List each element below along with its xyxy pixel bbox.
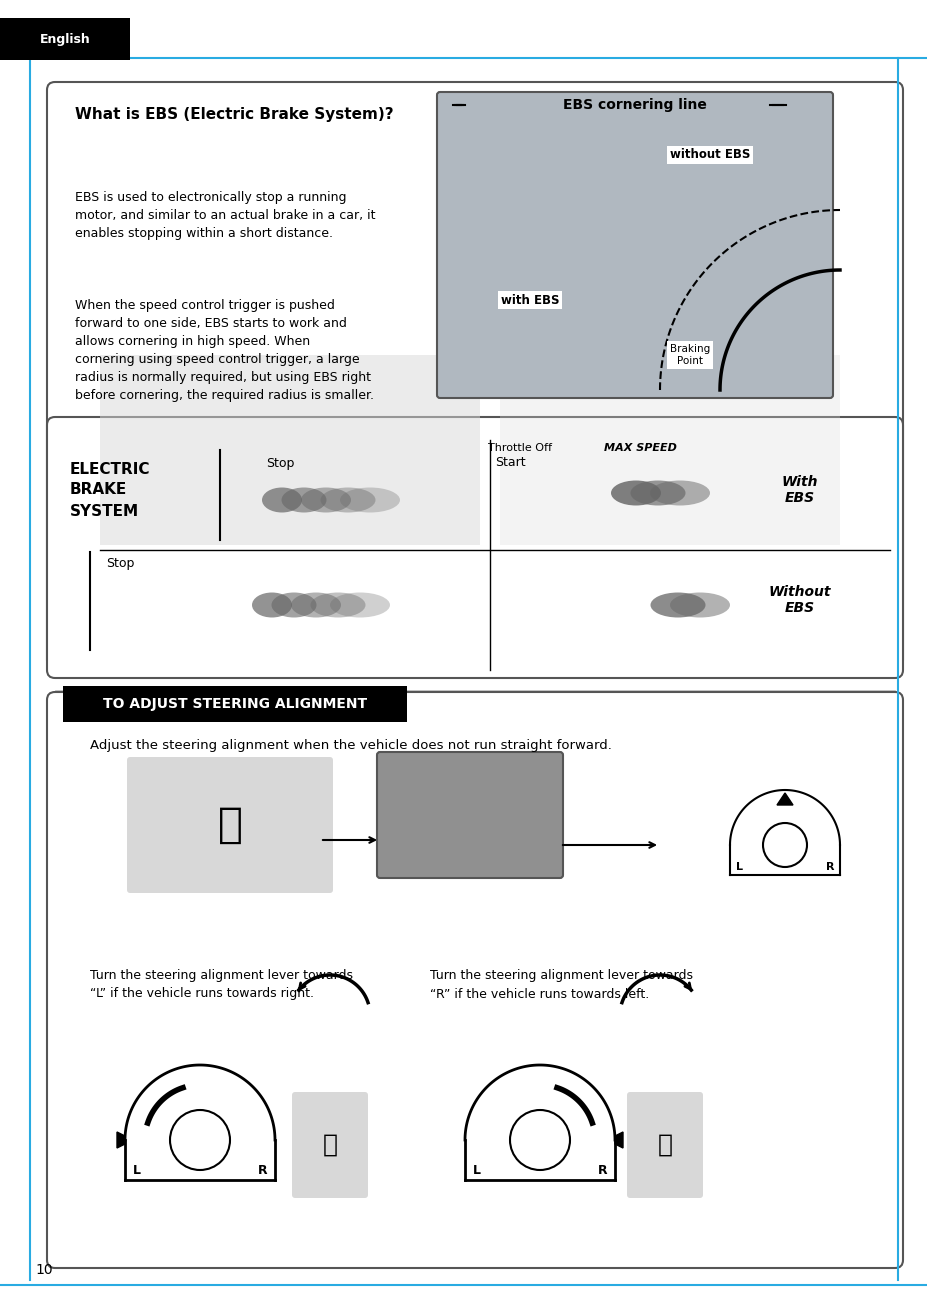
Text: Braking
Point: Braking Point [669, 345, 709, 365]
Polygon shape [117, 1131, 125, 1148]
FancyBboxPatch shape [437, 92, 832, 398]
Text: MAX SPEED: MAX SPEED [603, 443, 676, 454]
Ellipse shape [281, 487, 326, 512]
Text: 🏍: 🏍 [217, 804, 242, 846]
Ellipse shape [272, 592, 316, 617]
Bar [500, 355, 839, 450]
FancyBboxPatch shape [627, 1093, 703, 1198]
Text: When the speed control trigger is pushed
forward to one side, EBS starts to work: When the speed control trigger is pushed… [75, 298, 374, 402]
Text: L: L [133, 1164, 141, 1177]
Ellipse shape [339, 487, 400, 512]
Text: TO ADJUST STEERING ALIGNMENT: TO ADJUST STEERING ALIGNMENT [103, 697, 367, 712]
Text: R: R [825, 862, 833, 872]
FancyBboxPatch shape [47, 417, 902, 678]
Ellipse shape [669, 592, 730, 617]
Text: L: L [736, 862, 743, 872]
FancyBboxPatch shape [292, 1093, 368, 1198]
Polygon shape [615, 1131, 622, 1148]
Ellipse shape [610, 481, 660, 505]
Text: with EBS: with EBS [501, 293, 559, 306]
Text: Turn the steering alignment lever towards
“R” if the vehicle runs towards left.: Turn the steering alignment lever toward… [429, 969, 692, 1001]
Ellipse shape [300, 487, 350, 512]
Text: English: English [40, 32, 90, 45]
Circle shape [510, 1109, 569, 1170]
Text: Throttle Off: Throttle Off [488, 443, 552, 454]
Circle shape [762, 823, 806, 867]
FancyBboxPatch shape [127, 757, 333, 893]
Ellipse shape [261, 487, 301, 512]
FancyBboxPatch shape [63, 686, 407, 722]
Ellipse shape [291, 592, 340, 617]
Ellipse shape [330, 592, 389, 617]
Ellipse shape [629, 481, 685, 505]
Ellipse shape [252, 592, 292, 617]
Text: Without
EBS: Without EBS [768, 584, 831, 616]
Text: Stop: Stop [106, 556, 134, 569]
Text: R: R [598, 1164, 607, 1177]
Ellipse shape [650, 592, 705, 617]
Text: Stop: Stop [265, 456, 294, 469]
Text: R: R [258, 1164, 268, 1177]
Text: Adjust the steering alignment when the vehicle does not run straight forward.: Adjust the steering alignment when the v… [90, 739, 611, 752]
Bar [500, 450, 839, 546]
Text: 10: 10 [35, 1264, 53, 1277]
Text: ELECTRIC
BRAKE
SYSTEM: ELECTRIC BRAKE SYSTEM [70, 461, 150, 518]
Text: without EBS: without EBS [669, 149, 749, 162]
Polygon shape [776, 793, 793, 805]
Text: 🏍: 🏍 [323, 1133, 337, 1157]
Ellipse shape [311, 592, 365, 617]
FancyBboxPatch shape [376, 752, 563, 877]
Text: L: L [473, 1164, 480, 1177]
Text: 🏍: 🏍 [657, 1133, 672, 1157]
FancyBboxPatch shape [0, 18, 130, 60]
Ellipse shape [320, 487, 375, 512]
Text: EBS cornering line: EBS cornering line [563, 98, 706, 111]
FancyBboxPatch shape [47, 692, 902, 1267]
Text: With
EBS: With EBS [781, 474, 818, 505]
Bar [100, 355, 479, 450]
Circle shape [170, 1109, 230, 1170]
FancyBboxPatch shape [47, 82, 902, 667]
Text: EBS is used to electronically stop a running
motor, and similar to an actual bra: EBS is used to electronically stop a run… [75, 191, 375, 240]
Ellipse shape [649, 481, 709, 505]
Text: What is EBS (Electric Brake System)?: What is EBS (Electric Brake System)? [75, 108, 393, 123]
Text: Start: Start [494, 456, 525, 469]
Bar [100, 450, 479, 546]
Text: Turn the steering alignment lever towards
“L” if the vehicle runs towards right.: Turn the steering alignment lever toward… [90, 969, 352, 1001]
